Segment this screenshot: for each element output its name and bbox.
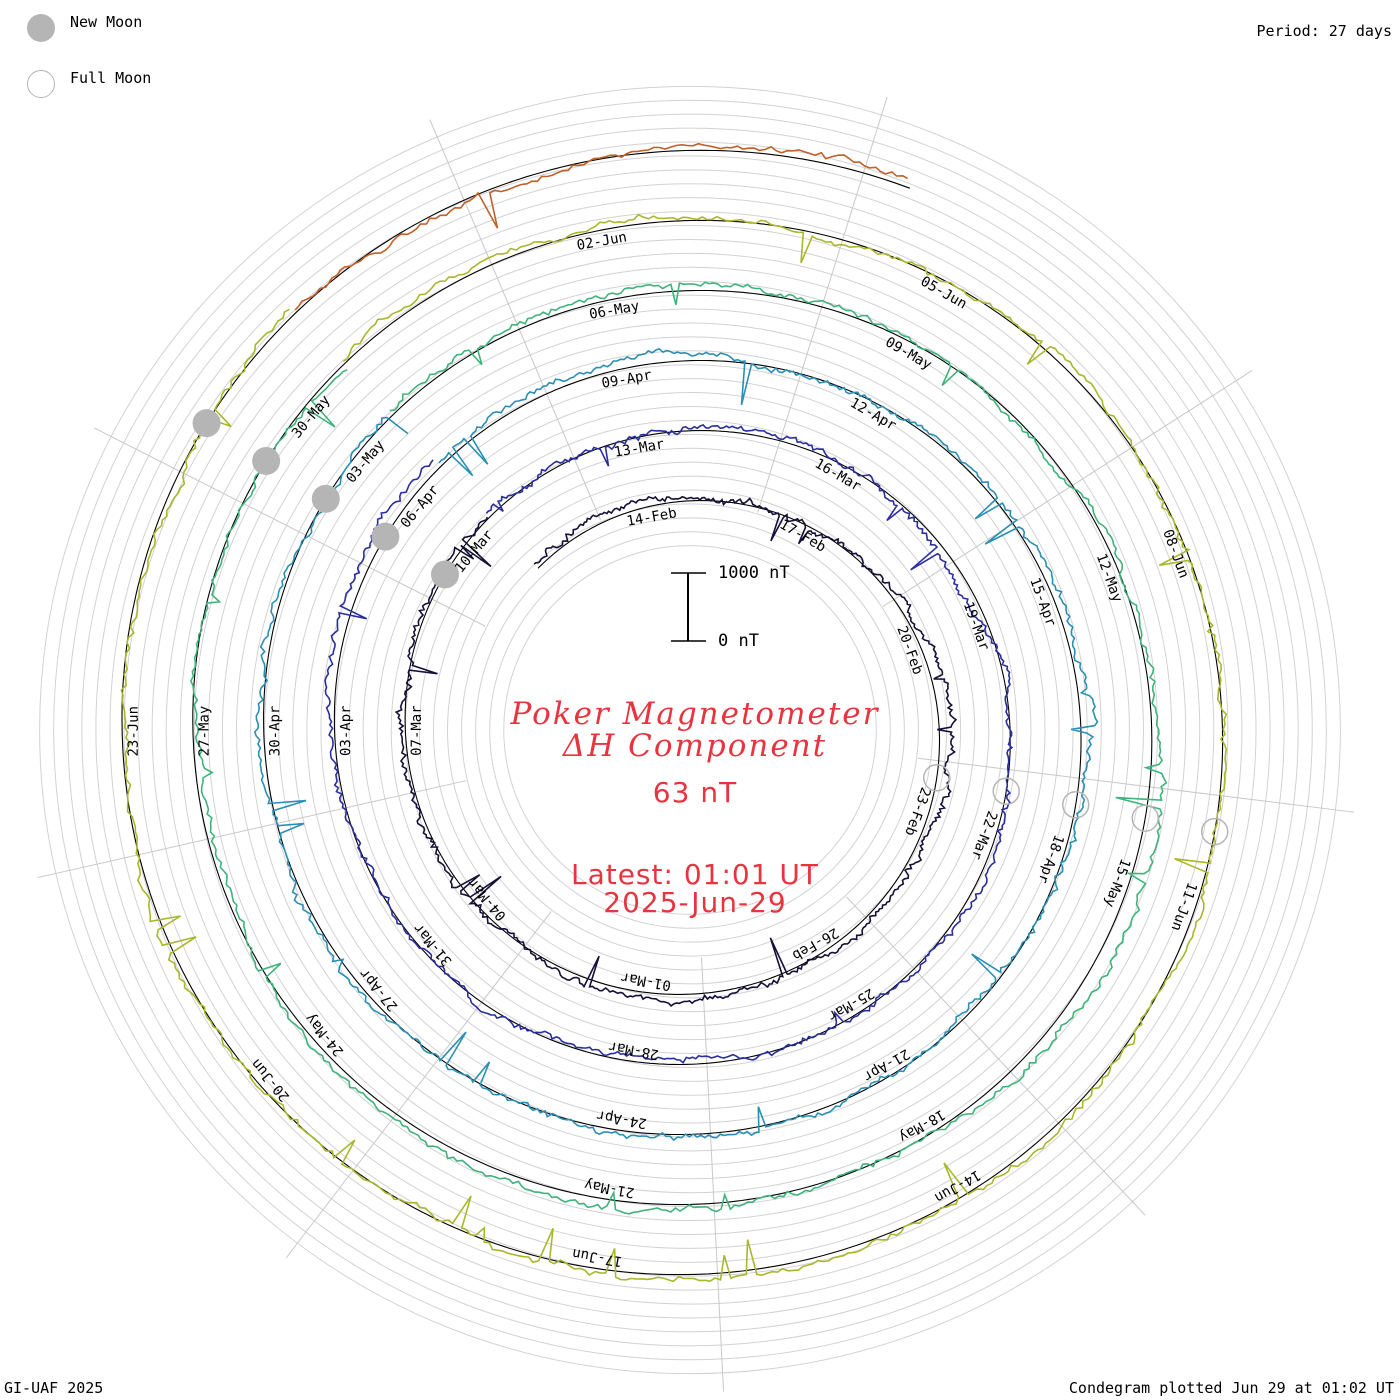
grid-ring xyxy=(447,489,933,971)
grid-ring xyxy=(461,503,919,957)
grid-ring xyxy=(475,517,905,943)
trace-turn-4 xyxy=(189,281,1168,1215)
grid-ring xyxy=(503,545,877,915)
grid-spoke xyxy=(429,119,602,521)
grid-spoke xyxy=(846,896,1146,1216)
date-tick-label: 27-May xyxy=(197,706,213,757)
new-moon-marker xyxy=(430,560,459,589)
date-tick-label: 09-May xyxy=(882,334,934,373)
grid-spoke xyxy=(285,911,552,1259)
trace-turn-2 xyxy=(324,423,1014,1064)
date-tick-label: 15-May xyxy=(1101,856,1133,909)
chart-title-line2: ΔH Component xyxy=(562,728,828,764)
date-tick-label: 07-Mar xyxy=(409,705,425,756)
grid-ring xyxy=(489,531,891,929)
period-label: Period: 27 days xyxy=(1256,22,1392,40)
new-moon-marker xyxy=(311,484,340,513)
date-tick-label: 08-Jun xyxy=(1159,527,1191,580)
baseline-spiral xyxy=(121,149,1224,1276)
plot-time-label: Condegram plotted Jun 29 at 01:02 UT xyxy=(1068,1379,1394,1397)
trace-turn-6 xyxy=(294,142,909,311)
grid-ring xyxy=(362,405,1018,1055)
grid-ring xyxy=(109,155,1271,1305)
grid-ring xyxy=(151,197,1229,1263)
date-tick-label: 14-Feb xyxy=(625,505,678,530)
new-moon-marker xyxy=(192,409,221,438)
grid-ring xyxy=(165,211,1215,1249)
grid-ring xyxy=(320,364,1060,1096)
date-tick-label: 03-Apr xyxy=(338,705,354,756)
grid-ring xyxy=(81,127,1299,1333)
grid-ring xyxy=(264,308,1116,1152)
grid-ring xyxy=(376,419,1004,1041)
grid-spoke xyxy=(37,780,466,879)
full-moon-marker xyxy=(1131,804,1159,832)
new-moon-marker xyxy=(371,522,400,551)
scale-top-label: 1000 nT xyxy=(718,563,790,583)
grid-spoke xyxy=(701,957,725,1392)
full-moon-marker xyxy=(1061,790,1090,819)
trace-turn-3 xyxy=(253,347,1099,1142)
grid-ring xyxy=(193,238,1187,1222)
credit-label: GI-UAF 2025 xyxy=(4,1379,104,1397)
current-value: 63 nT xyxy=(652,776,738,809)
grid-ring xyxy=(250,294,1130,1166)
trace-turn-5 xyxy=(120,213,1228,1283)
new-moon-legend-label: New Moon xyxy=(70,13,143,31)
grid-ring xyxy=(418,461,962,999)
grid-ring xyxy=(221,266,1159,1194)
date-tick-label: 13-Mar xyxy=(613,436,666,461)
date-tick-label: 15-Apr xyxy=(1026,576,1058,629)
grid-ring xyxy=(95,141,1285,1319)
date-tick-label: 12-Apr xyxy=(847,395,899,434)
grid-ring xyxy=(390,433,990,1027)
grid-ring xyxy=(432,475,948,985)
date-tick-label: 22-Mar xyxy=(968,809,1000,862)
date-tick-label: 09-Apr xyxy=(600,367,653,392)
date-tick-label: 18-Apr xyxy=(1034,832,1066,885)
grid-ring xyxy=(207,252,1173,1208)
new-moon-legend-icon xyxy=(27,14,55,42)
full-moon-legend-label: Full Moon xyxy=(70,69,152,87)
grid-ring xyxy=(53,99,1327,1361)
date-tick-label: 19-Mar xyxy=(960,600,992,653)
date-tick-label: 30-Apr xyxy=(267,706,283,757)
full-moon-legend-icon xyxy=(27,70,55,98)
trace-turn-1 xyxy=(394,495,958,1007)
latest-date: 2025-Jun-29 xyxy=(603,886,787,919)
grid-spoke xyxy=(94,427,486,627)
grid-ring xyxy=(348,392,1032,1068)
full-moon-marker xyxy=(922,764,951,792)
latest-time: Latest: 01:01 UT xyxy=(570,858,820,891)
grid-ring xyxy=(67,113,1313,1347)
grid-ring xyxy=(39,85,1341,1375)
grid-ring xyxy=(292,336,1088,1124)
grid-ring xyxy=(137,183,1243,1277)
chart-title-line1: Poker Magnetometer xyxy=(510,696,880,732)
grid-ring xyxy=(123,169,1257,1291)
date-tick-label: 23-Jun xyxy=(126,706,142,757)
date-tick-label: 06-May xyxy=(588,298,641,323)
date-tick-label: 05-Jun xyxy=(918,273,970,312)
grid-ring xyxy=(236,280,1144,1180)
grid-ring xyxy=(179,225,1201,1235)
full-moon-marker xyxy=(992,777,1020,806)
grid-spoke xyxy=(757,96,888,513)
scale-bottom-label: 0 nT xyxy=(718,631,759,651)
grid-spoke xyxy=(918,757,1355,813)
full-moon-marker xyxy=(1200,817,1229,846)
date-tick-label: 02-Jun xyxy=(576,229,629,254)
new-moon-marker xyxy=(252,446,281,475)
